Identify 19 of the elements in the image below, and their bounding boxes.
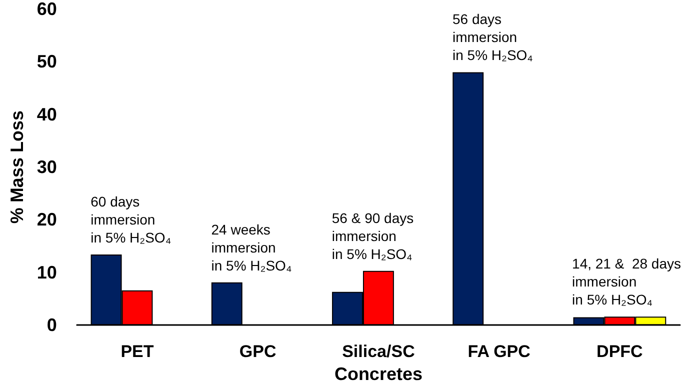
- y-axis-title: % Mass Loss: [7, 110, 27, 224]
- y-tick-label: 60: [36, 0, 57, 19]
- x-tick-label: GPC: [239, 342, 276, 362]
- annotation: 60 days immersion in 5% H₂SO₄: [90, 194, 172, 246]
- x-tick-label: FA GPC: [468, 342, 530, 362]
- x-tick-label: PET: [120, 342, 154, 362]
- y-tick-label: 0: [46, 315, 57, 336]
- y-tick-label: 20: [36, 210, 57, 230]
- y-tick-label: 50: [36, 52, 57, 72]
- x-tick-label: DPFC: [596, 342, 643, 362]
- y-tick-label: 10: [36, 262, 57, 282]
- x-tick-label: Silica/SC: [342, 342, 415, 362]
- annotation: 24 weeks immersion in 5% H₂SO₄: [211, 221, 292, 274]
- x-axis-title: Concretes: [334, 364, 422, 384]
- annotation: 56 & 90 days immersion in 5% H₂SO₄: [332, 210, 414, 262]
- y-tick-label: 30: [36, 157, 57, 178]
- annotation: 14, 21 & 28 days immersion in 5% H₂SO₄: [572, 256, 682, 308]
- annotation: 56 days immersion in 5% H₂SO₄: [452, 11, 534, 64]
- y-tick-label: 40: [36, 104, 57, 124]
